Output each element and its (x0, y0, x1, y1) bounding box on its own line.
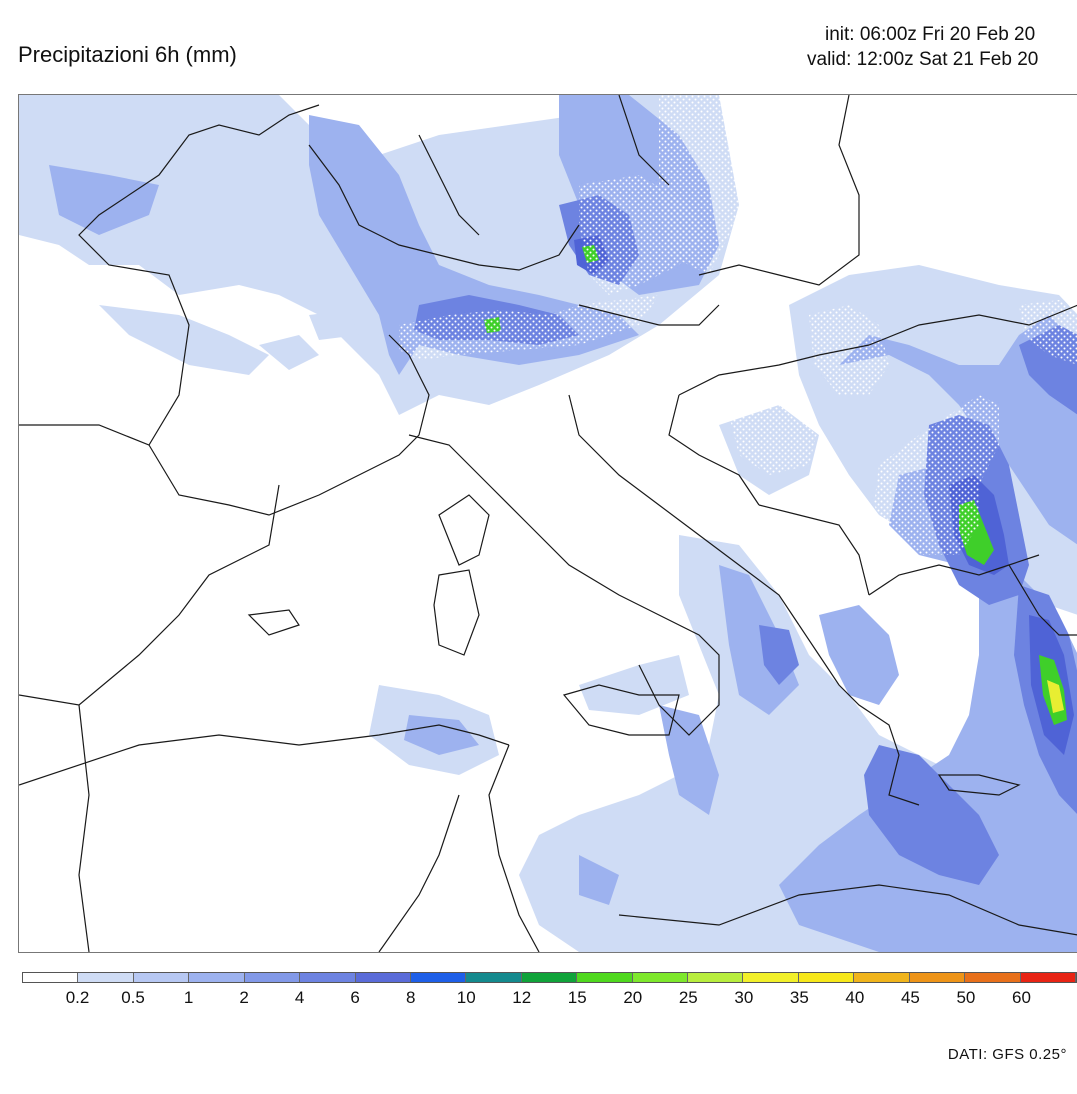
legend-label: 0.5 (121, 988, 145, 1007)
legend-label: 2 (239, 988, 249, 1007)
legend-swatch (355, 973, 411, 982)
legend-label: 1 (183, 988, 194, 1007)
legend-label: 0.2 (65, 988, 90, 1007)
legend-label: 60 (1012, 988, 1031, 1007)
legend-label: 12 (512, 988, 532, 1007)
run-info: init: 06:00z Fri 20 Feb 20 valid: 12:00z… (807, 22, 1077, 76)
legend-swatch (632, 973, 689, 982)
legend-swatch (133, 973, 190, 982)
legend-label: 25 (678, 988, 698, 1007)
legend-label: 15 (567, 988, 587, 1007)
legend-swatch (78, 973, 134, 982)
legend-swatch (410, 973, 467, 982)
map-title: Precipitazioni 6h (mm) (18, 42, 237, 67)
valid-time: valid: 12:00z Sat 21 Feb 20 (807, 49, 1039, 70)
legend-swatch (688, 973, 744, 982)
legend-swatch (743, 973, 799, 982)
legend-swatch (798, 973, 855, 982)
color-legend: 0.2 0.5 1 2 4 6 8 10 12 15 20 25 30 35 40 45 50 60 (22, 972, 1077, 1012)
legend-swatch (23, 973, 79, 982)
legend-label: 20 (623, 988, 643, 1007)
legend-swatch (300, 973, 356, 982)
legend-label: 6 (350, 988, 360, 1007)
legend-swatch (965, 973, 1021, 982)
snow-areas (399, 95, 1077, 555)
legend-color-bar (22, 972, 1077, 983)
legend-swatch (854, 973, 910, 982)
init-time: init: 06:00z Fri 20 Feb 20 (825, 24, 1036, 45)
legend-swatch (1020, 973, 1077, 982)
precipitation-map (18, 94, 1077, 953)
legend-label: 8 (405, 988, 416, 1007)
legend-labels: 0.2 0.5 1 2 4 6 8 10 12 15 20 25 30 35 40 45 50 60 (22, 988, 1077, 1010)
legend-swatch (577, 973, 633, 982)
legend-label: 50 (956, 988, 976, 1007)
legend-swatch (466, 973, 522, 982)
map-canvas (19, 95, 1077, 952)
legend-swatch (521, 973, 578, 982)
legend-swatch (189, 973, 245, 982)
legend-label: 10 (456, 988, 476, 1007)
legend-label: 40 (845, 988, 865, 1007)
legend-label: 45 (900, 988, 920, 1007)
legend-label: 4 (294, 988, 305, 1007)
data-source: DATI: GFS 0.25° (947, 1046, 1067, 1063)
legend-label: 35 (789, 988, 809, 1007)
coastlines-borders (19, 95, 1077, 952)
legend-swatch (244, 973, 301, 982)
legend-label: 30 (734, 988, 754, 1007)
legend-swatch (909, 973, 966, 982)
